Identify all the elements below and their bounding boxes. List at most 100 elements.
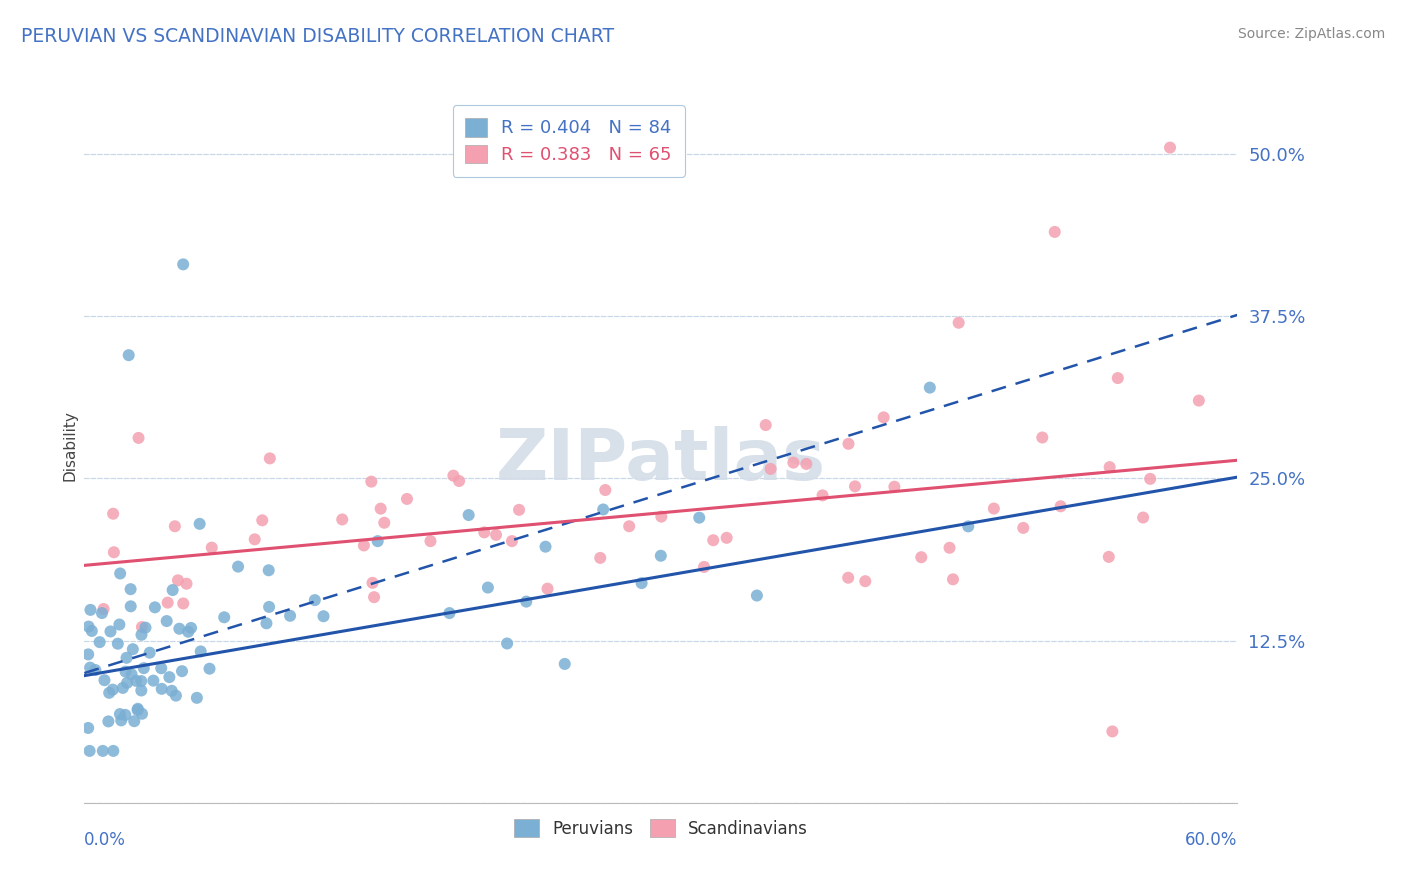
Point [837, 571, 859, 585]
Point [782, 456, 804, 470]
Text: PERUVIAN VS SCANDINAVIAN DISABILITY CORRELATION CHART: PERUVIAN VS SCANDINAVIAN DISABILITY CORR… [21, 27, 614, 45]
Point [127, 703, 149, 717]
Point [759, 462, 782, 476]
Point [1098, 549, 1121, 564]
Point [1049, 500, 1071, 514]
Point [837, 437, 859, 451]
Text: ZIPatlas: ZIPatlas [496, 425, 825, 495]
Point [121, 642, 143, 657]
Point [121, 667, 143, 681]
Point [745, 589, 768, 603]
Point [496, 636, 519, 650]
Point [419, 534, 441, 549]
Point [79, 744, 101, 758]
Point [257, 563, 280, 577]
Point [128, 431, 150, 445]
Point [190, 644, 212, 658]
Point [755, 418, 778, 433]
Point [91, 744, 114, 758]
Text: 0.0%: 0.0% [84, 831, 127, 849]
Point [156, 596, 179, 610]
Point [957, 519, 980, 533]
Point [177, 624, 200, 639]
Point [131, 683, 153, 698]
Point [201, 541, 224, 555]
Point [97, 714, 120, 729]
Point [129, 674, 152, 689]
Point [120, 582, 142, 597]
Point [373, 516, 395, 530]
Point [844, 479, 866, 493]
Point [363, 590, 385, 604]
Point [115, 676, 138, 690]
Point [165, 689, 187, 703]
Point [77, 648, 100, 662]
Point [617, 519, 640, 533]
Point [131, 706, 153, 721]
Point [702, 533, 724, 548]
Point [79, 660, 101, 674]
Point [630, 576, 652, 591]
Point [142, 673, 165, 688]
Point [256, 616, 278, 631]
Point [536, 582, 558, 596]
Point [180, 621, 202, 635]
Text: Source: ZipAtlas.com: Source: ZipAtlas.com [1237, 27, 1385, 41]
Point [131, 628, 153, 642]
Point [163, 519, 186, 533]
Point [472, 525, 495, 540]
Point [176, 576, 198, 591]
Point [132, 661, 155, 675]
Point [1101, 724, 1123, 739]
Point [1159, 140, 1181, 154]
Point [1107, 371, 1129, 385]
Point [501, 534, 523, 549]
Point [794, 457, 817, 471]
Point [330, 512, 353, 526]
Point [103, 744, 125, 758]
Point [983, 501, 1005, 516]
Point [89, 635, 111, 649]
Point [312, 609, 335, 624]
Point [108, 707, 131, 722]
Point [554, 657, 576, 671]
Point [118, 348, 141, 362]
Point [93, 673, 115, 688]
Point [439, 606, 461, 620]
Point [592, 502, 614, 516]
Point [252, 513, 274, 527]
Point [138, 646, 160, 660]
Point [853, 574, 876, 589]
Point [110, 714, 132, 728]
Point [515, 594, 537, 608]
Point [942, 572, 965, 586]
Point [259, 451, 281, 466]
Point [449, 474, 471, 488]
Point [370, 501, 392, 516]
Point [198, 662, 221, 676]
Point [226, 559, 249, 574]
Point [156, 614, 179, 628]
Point [150, 681, 173, 696]
Point [108, 617, 131, 632]
Point [918, 381, 941, 395]
Point [101, 682, 124, 697]
Point [688, 510, 710, 524]
Point [595, 483, 617, 497]
Point [115, 650, 138, 665]
Point [91, 606, 114, 620]
Point [79, 603, 101, 617]
Point [1012, 521, 1035, 535]
Point [157, 670, 180, 684]
Point [98, 686, 121, 700]
Point [125, 673, 148, 688]
Point [477, 581, 499, 595]
Point [811, 488, 834, 502]
Point [367, 534, 389, 549]
Point [167, 574, 190, 588]
Point [534, 540, 557, 554]
Point [910, 550, 932, 565]
Point [243, 533, 266, 547]
Point [361, 575, 384, 590]
Point [883, 480, 905, 494]
